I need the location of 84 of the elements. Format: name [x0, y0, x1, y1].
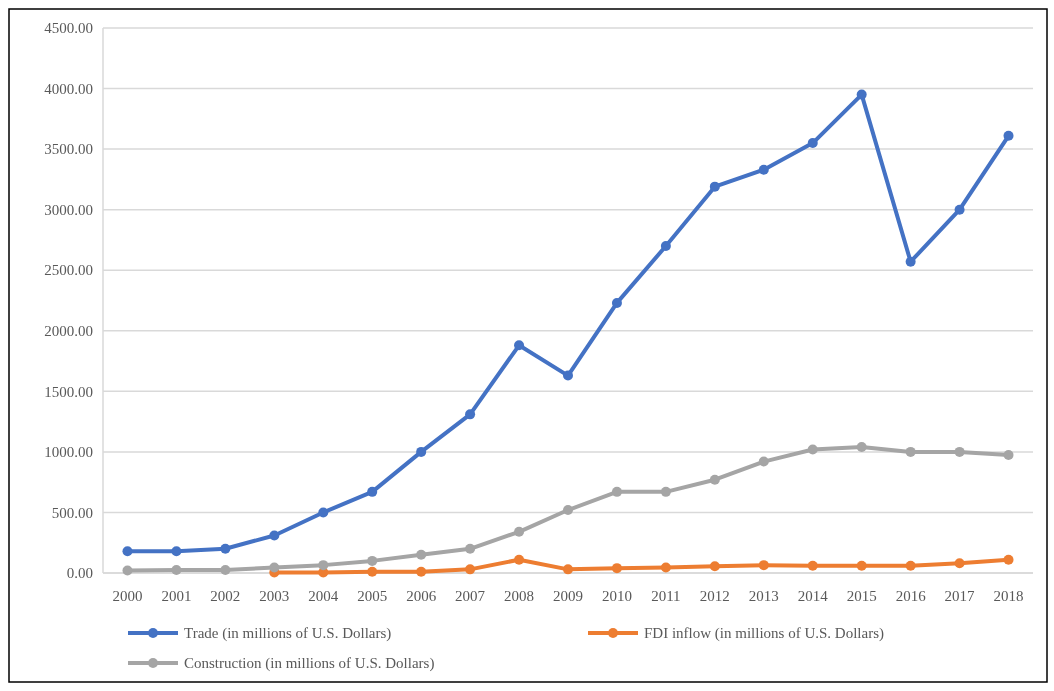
legend-label: Construction (in millions of U.S. Dollars)	[184, 655, 435, 673]
point	[758, 164, 769, 175]
point	[269, 562, 280, 573]
x-tick-label: 2008	[504, 588, 535, 604]
y-tick-label: 500.00	[51, 504, 93, 521]
x-tick-label: 2012	[699, 588, 730, 604]
point	[514, 340, 525, 351]
x-tick-label: 2016	[895, 588, 927, 604]
point	[709, 561, 720, 572]
point	[807, 138, 818, 149]
x-tick-label: 2006	[406, 588, 437, 604]
point	[954, 446, 965, 457]
point	[954, 558, 965, 569]
point	[514, 526, 525, 537]
y-tick-label: 4500.00	[44, 20, 93, 37]
x-tick-label: 2013	[748, 588, 779, 604]
point	[856, 560, 867, 571]
point	[416, 566, 427, 577]
point	[269, 530, 280, 541]
x-tick-label: 2003	[259, 588, 290, 604]
point	[1003, 130, 1014, 141]
point	[367, 566, 378, 577]
point	[220, 564, 231, 575]
point	[367, 555, 378, 566]
point	[611, 486, 622, 497]
x-tick-label: 2011	[651, 588, 681, 604]
point	[171, 546, 182, 557]
point	[122, 546, 133, 557]
y-tick-label: 1000.00	[44, 444, 93, 461]
point	[1003, 449, 1014, 460]
x-tick-label: 2007	[455, 588, 486, 604]
point	[416, 446, 427, 457]
x-tick-label: 2005	[357, 588, 388, 604]
x-tick-label: 2004	[308, 588, 339, 604]
point	[856, 89, 867, 100]
x-tick-label: 2009	[553, 588, 583, 604]
y-tick-label: 0.00	[66, 565, 93, 582]
point	[171, 564, 182, 575]
x-tick-label: 2014	[797, 588, 829, 604]
point	[758, 456, 769, 467]
x-tick-label: 2015	[846, 588, 877, 604]
point	[856, 442, 867, 453]
y-tick-label: 4000.00	[44, 80, 93, 97]
point	[318, 560, 329, 571]
point	[905, 256, 916, 267]
point	[563, 505, 573, 516]
point	[122, 565, 133, 576]
point	[465, 409, 476, 420]
point	[465, 543, 476, 554]
point	[807, 560, 818, 571]
x-tick-label: 2002	[210, 588, 241, 604]
point	[416, 549, 427, 560]
y-tick-label: 2000.00	[44, 323, 93, 340]
x-tick-label: 2000	[112, 588, 143, 604]
y-tick-label: 3500.00	[44, 141, 93, 158]
point	[367, 486, 378, 497]
legend-label: Trade (in millions of U.S. Dollars)	[184, 625, 392, 643]
point	[709, 474, 720, 485]
point	[465, 564, 476, 575]
point	[611, 563, 622, 574]
point	[514, 554, 525, 565]
point	[758, 560, 769, 571]
point	[220, 543, 231, 554]
point	[709, 181, 720, 192]
x-tick-label: 2017	[944, 588, 976, 604]
y-tick-label: 1500.00	[44, 383, 93, 400]
y-tick-label: 3000.00	[44, 201, 93, 218]
legend-label: FDI inflow (in millions of U.S. Dollars)	[644, 625, 884, 643]
point	[660, 562, 671, 573]
point	[905, 560, 916, 571]
point	[1003, 554, 1014, 565]
point	[660, 486, 671, 497]
x-tick-label: 2001	[161, 588, 192, 604]
point	[660, 241, 671, 251]
point	[954, 204, 965, 215]
point	[807, 444, 818, 455]
y-tick-label: 2500.00	[44, 262, 93, 279]
x-tick-label: 2018	[993, 588, 1024, 604]
x-tick-label: 2010	[601, 588, 632, 604]
point	[905, 446, 916, 457]
point	[563, 564, 573, 575]
point	[563, 370, 573, 381]
point	[318, 507, 329, 518]
point	[611, 297, 622, 308]
